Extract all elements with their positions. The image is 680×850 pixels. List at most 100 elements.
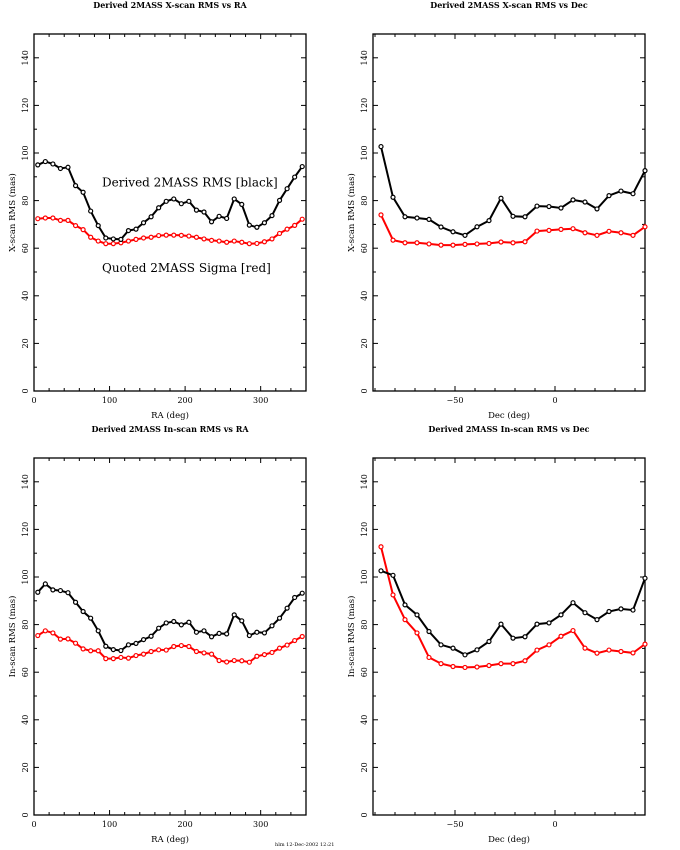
- x-axis-label: RA (deg): [151, 834, 189, 845]
- series-black: [378, 143, 648, 238]
- y-tick-label: 40: [360, 291, 369, 301]
- data-point: [254, 629, 260, 635]
- data-point: [462, 652, 468, 658]
- data-point: [80, 189, 86, 195]
- data-point: [224, 631, 230, 637]
- data-point: [50, 630, 56, 636]
- series-black: [378, 568, 648, 658]
- y-tick-label: 140: [360, 474, 369, 489]
- x-tick-label: 200: [177, 396, 192, 405]
- data-point: [630, 232, 636, 238]
- data-point: [88, 234, 94, 240]
- data-point: [110, 236, 116, 242]
- data-point: [35, 589, 41, 595]
- y-tick-label: 0: [360, 388, 369, 393]
- data-point: [522, 658, 528, 664]
- data-point: [72, 183, 79, 189]
- data-point: [486, 638, 492, 645]
- data-point: [80, 227, 86, 233]
- plot-frame: [372, 33, 646, 392]
- y-tick-label: 100: [21, 569, 30, 584]
- data-point: [231, 612, 237, 618]
- data-point: [148, 234, 154, 240]
- data-point: [498, 195, 504, 201]
- data-point: [65, 217, 71, 223]
- data-point: [42, 215, 48, 221]
- data-point: [193, 234, 200, 240]
- x-tick-label: 100: [102, 820, 117, 829]
- data-point: [208, 651, 215, 657]
- data-point: [50, 215, 56, 221]
- series-line: [37, 582, 303, 652]
- data-point: [390, 194, 396, 200]
- data-point: [426, 628, 432, 635]
- data-point: [133, 652, 139, 659]
- data-point: [276, 615, 283, 621]
- data-point: [630, 607, 636, 613]
- data-point: [110, 656, 116, 662]
- data-point: [133, 640, 139, 647]
- y-axis-label: In-scan RMS (mas): [346, 596, 357, 678]
- data-point: [582, 230, 588, 236]
- plot-frame: [372, 457, 646, 816]
- data-point: [72, 599, 79, 605]
- data-point: [299, 216, 305, 222]
- data-point: [276, 230, 283, 237]
- chart-title: Derived 2MASS In-scan RMS vs RA: [91, 424, 249, 434]
- data-point: [618, 606, 624, 612]
- data-point: [118, 654, 124, 661]
- data-point: [103, 241, 109, 247]
- data-point: [110, 241, 116, 247]
- data-point: [254, 653, 260, 659]
- legend-annotation: Quoted 2MASS Sigma [red]: [102, 261, 271, 275]
- data-point: [95, 222, 101, 229]
- data-point: [201, 209, 207, 215]
- data-point: [378, 568, 384, 574]
- x-tick-label: −50: [447, 820, 464, 829]
- y-axis-label: X-scan RMS (mas): [346, 173, 357, 252]
- y-tick-label: 60: [21, 243, 30, 253]
- data-point: [558, 633, 564, 639]
- data-point: [171, 618, 177, 625]
- series-black: [35, 581, 305, 654]
- data-point: [224, 239, 230, 245]
- data-point: [269, 649, 275, 656]
- data-point: [462, 664, 468, 671]
- data-point: [594, 650, 600, 656]
- data-point: [570, 627, 576, 634]
- x-tick-label: 0: [552, 820, 557, 829]
- data-point: [269, 236, 275, 242]
- data-point: [208, 237, 215, 243]
- data-point: [284, 642, 290, 648]
- y-tick-label: 80: [360, 620, 369, 630]
- x-tick-label: 300: [253, 396, 268, 405]
- data-point: [292, 174, 298, 180]
- data-point: [534, 203, 540, 209]
- data-point: [50, 161, 56, 167]
- data-point: [594, 617, 600, 623]
- data-point: [193, 207, 200, 213]
- data-point: [292, 637, 298, 644]
- data-point: [438, 242, 444, 248]
- data-point: [246, 632, 252, 639]
- data-point: [292, 594, 298, 601]
- data-point: [402, 602, 408, 608]
- data-point: [414, 240, 420, 246]
- data-point: [178, 642, 184, 649]
- data-point: [35, 216, 41, 222]
- data-point: [193, 648, 200, 655]
- y-tick-label: 20: [21, 762, 30, 772]
- data-point: [498, 661, 504, 667]
- data-point: [239, 239, 245, 245]
- data-point: [570, 197, 576, 203]
- data-point: [474, 647, 480, 653]
- data-point: [216, 213, 222, 219]
- data-point: [414, 215, 420, 221]
- data-point: [103, 643, 109, 649]
- data-point: [486, 217, 492, 224]
- data-point: [474, 664, 480, 670]
- data-point: [148, 633, 154, 639]
- data-point: [201, 236, 207, 242]
- data-point: [570, 226, 576, 232]
